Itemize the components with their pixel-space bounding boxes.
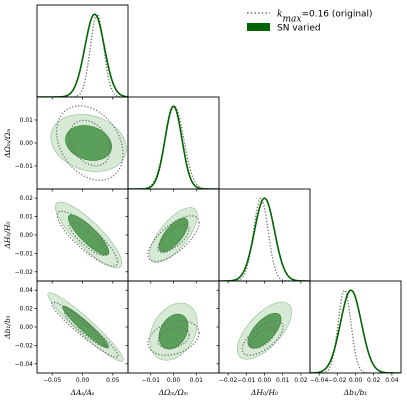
legend-label-original: kmax=0.16 (original) — [277, 10, 373, 25]
sn-marginal-curve — [219, 197, 310, 281]
y-tick-label-Om: 0.00 — [20, 140, 34, 147]
x-axis-label-H0: ΔH₀/H₀ — [250, 388, 278, 397]
sn-contour-68 — [247, 312, 282, 349]
y-tick-label-b1: −0.04 — [15, 361, 34, 368]
x-tick-label-H0: 0.00 — [258, 377, 272, 384]
x-tick-label-Om: −0.01 — [142, 377, 161, 384]
sn-marginal-curve — [128, 105, 219, 189]
contour-panel-H0-b1 — [237, 301, 292, 360]
original-marginal-curve — [128, 105, 219, 189]
legend-label-sn-varied: SN varied — [277, 24, 321, 34]
x-tick-label-As: −0.05 — [43, 377, 62, 384]
x-tick-label-H0: −0.01 — [237, 377, 256, 384]
sn-contour-68 — [158, 313, 189, 350]
y-tick-label-b1: −0.02 — [15, 342, 34, 349]
y-tick-label-H0: 0.02 — [20, 195, 34, 202]
original-contour-95 — [51, 301, 119, 358]
contour-panel-Om-H0 — [147, 207, 200, 263]
sn-marginal-curve — [37, 13, 128, 97]
x-tick-label-H0: 0.02 — [294, 377, 308, 384]
axes-frame-3-3 — [309, 280, 402, 374]
axes-frame-0-0 — [36, 4, 129, 98]
contour-panel-As-Om — [50, 105, 127, 181]
legend: kmax=0.16 (original) SN varied — [247, 10, 373, 34]
original-contour-95 — [147, 320, 200, 356]
x-tick-label-H0: −0.02 — [219, 377, 238, 384]
original-contour-68 — [157, 224, 190, 254]
y-tick-label-H0: −0.02 — [15, 269, 34, 276]
contour-panel-As-b1 — [47, 292, 124, 362]
sn-contour-68 — [158, 217, 189, 253]
y-axis-label-b1: Δb₁/b₁ — [3, 315, 12, 340]
x-tick-label-As: 0.00 — [76, 377, 90, 384]
marginal-panel-H0 — [219, 197, 310, 281]
x-axis-label-Om: ΔΩₘ/Ωₘ — [158, 388, 189, 397]
x-tick-label-b1: 0.04 — [385, 377, 399, 384]
original-contour-95 — [56, 210, 119, 267]
x-tick-label-Om: 0.01 — [190, 377, 204, 384]
x-tick-label-H0: 0.01 — [276, 377, 290, 384]
marginal-panel-Om — [128, 105, 219, 189]
y-tick-label-H0: −0.01 — [15, 250, 34, 257]
y-tick-label-H0: 0.01 — [20, 214, 34, 221]
original-contour-68 — [157, 326, 190, 350]
y-tick-label-H0: 0.00 — [20, 232, 34, 239]
original-contour-95 — [55, 105, 124, 181]
original-contour-68 — [68, 119, 111, 167]
x-tick-label-As: 0.05 — [106, 377, 120, 384]
original-marginal-curve — [37, 13, 128, 97]
contour-panel-Om-b1 — [147, 302, 200, 361]
x-tick-label-Om: 0.00 — [167, 377, 181, 384]
axes-frame-1-1 — [127, 96, 220, 190]
x-tick-label-b1: −0.04 — [310, 377, 329, 384]
original-marginal-curve — [310, 289, 401, 373]
original-contour-68 — [68, 221, 107, 257]
y-axis-label-H0: ΔH₀/H₀ — [3, 221, 12, 249]
x-tick-label-b1: −0.02 — [328, 377, 347, 384]
contour-panel-As-H0 — [55, 201, 123, 269]
axes-frame-2-2 — [218, 188, 311, 282]
marginal-panel-As — [37, 13, 128, 97]
panels: ΔAₛ/Aₛ−0.010.000.01ΔΩₘ/ΩₘΔΩₘ/Ωₘ−0.02−0.0… — [3, 4, 402, 397]
y-tick-label-Om: 0.01 — [20, 117, 34, 124]
sn-marginal-curve — [310, 289, 401, 373]
sn-contour-68 — [62, 305, 109, 349]
original-contour-68 — [249, 326, 276, 350]
x-axis-label-b1: Δb₁/b₁ — [343, 388, 368, 397]
original-contour-68 — [64, 312, 106, 348]
y-tick-label-b1: 0.04 — [20, 287, 34, 294]
original-contour-95 — [241, 320, 284, 356]
sn-contour-68 — [65, 125, 112, 161]
x-tick-label-b1: 0.00 — [349, 377, 363, 384]
marginal-panel-b1 — [310, 289, 401, 373]
x-axis-label-As: ΔAₛ/Aₛ — [70, 388, 95, 397]
y-tick-label-b1: 0.00 — [20, 324, 34, 331]
y-tick-label-b1: 0.02 — [20, 306, 34, 313]
y-tick-label-Om: −0.01 — [15, 163, 34, 170]
original-marginal-curve — [219, 197, 310, 281]
x-tick-label-b1: 0.02 — [367, 377, 381, 384]
y-axis-label-Om: ΔΩₘ/Ωₘ — [3, 128, 12, 159]
legend-swatch-sn-varied — [247, 23, 270, 31]
